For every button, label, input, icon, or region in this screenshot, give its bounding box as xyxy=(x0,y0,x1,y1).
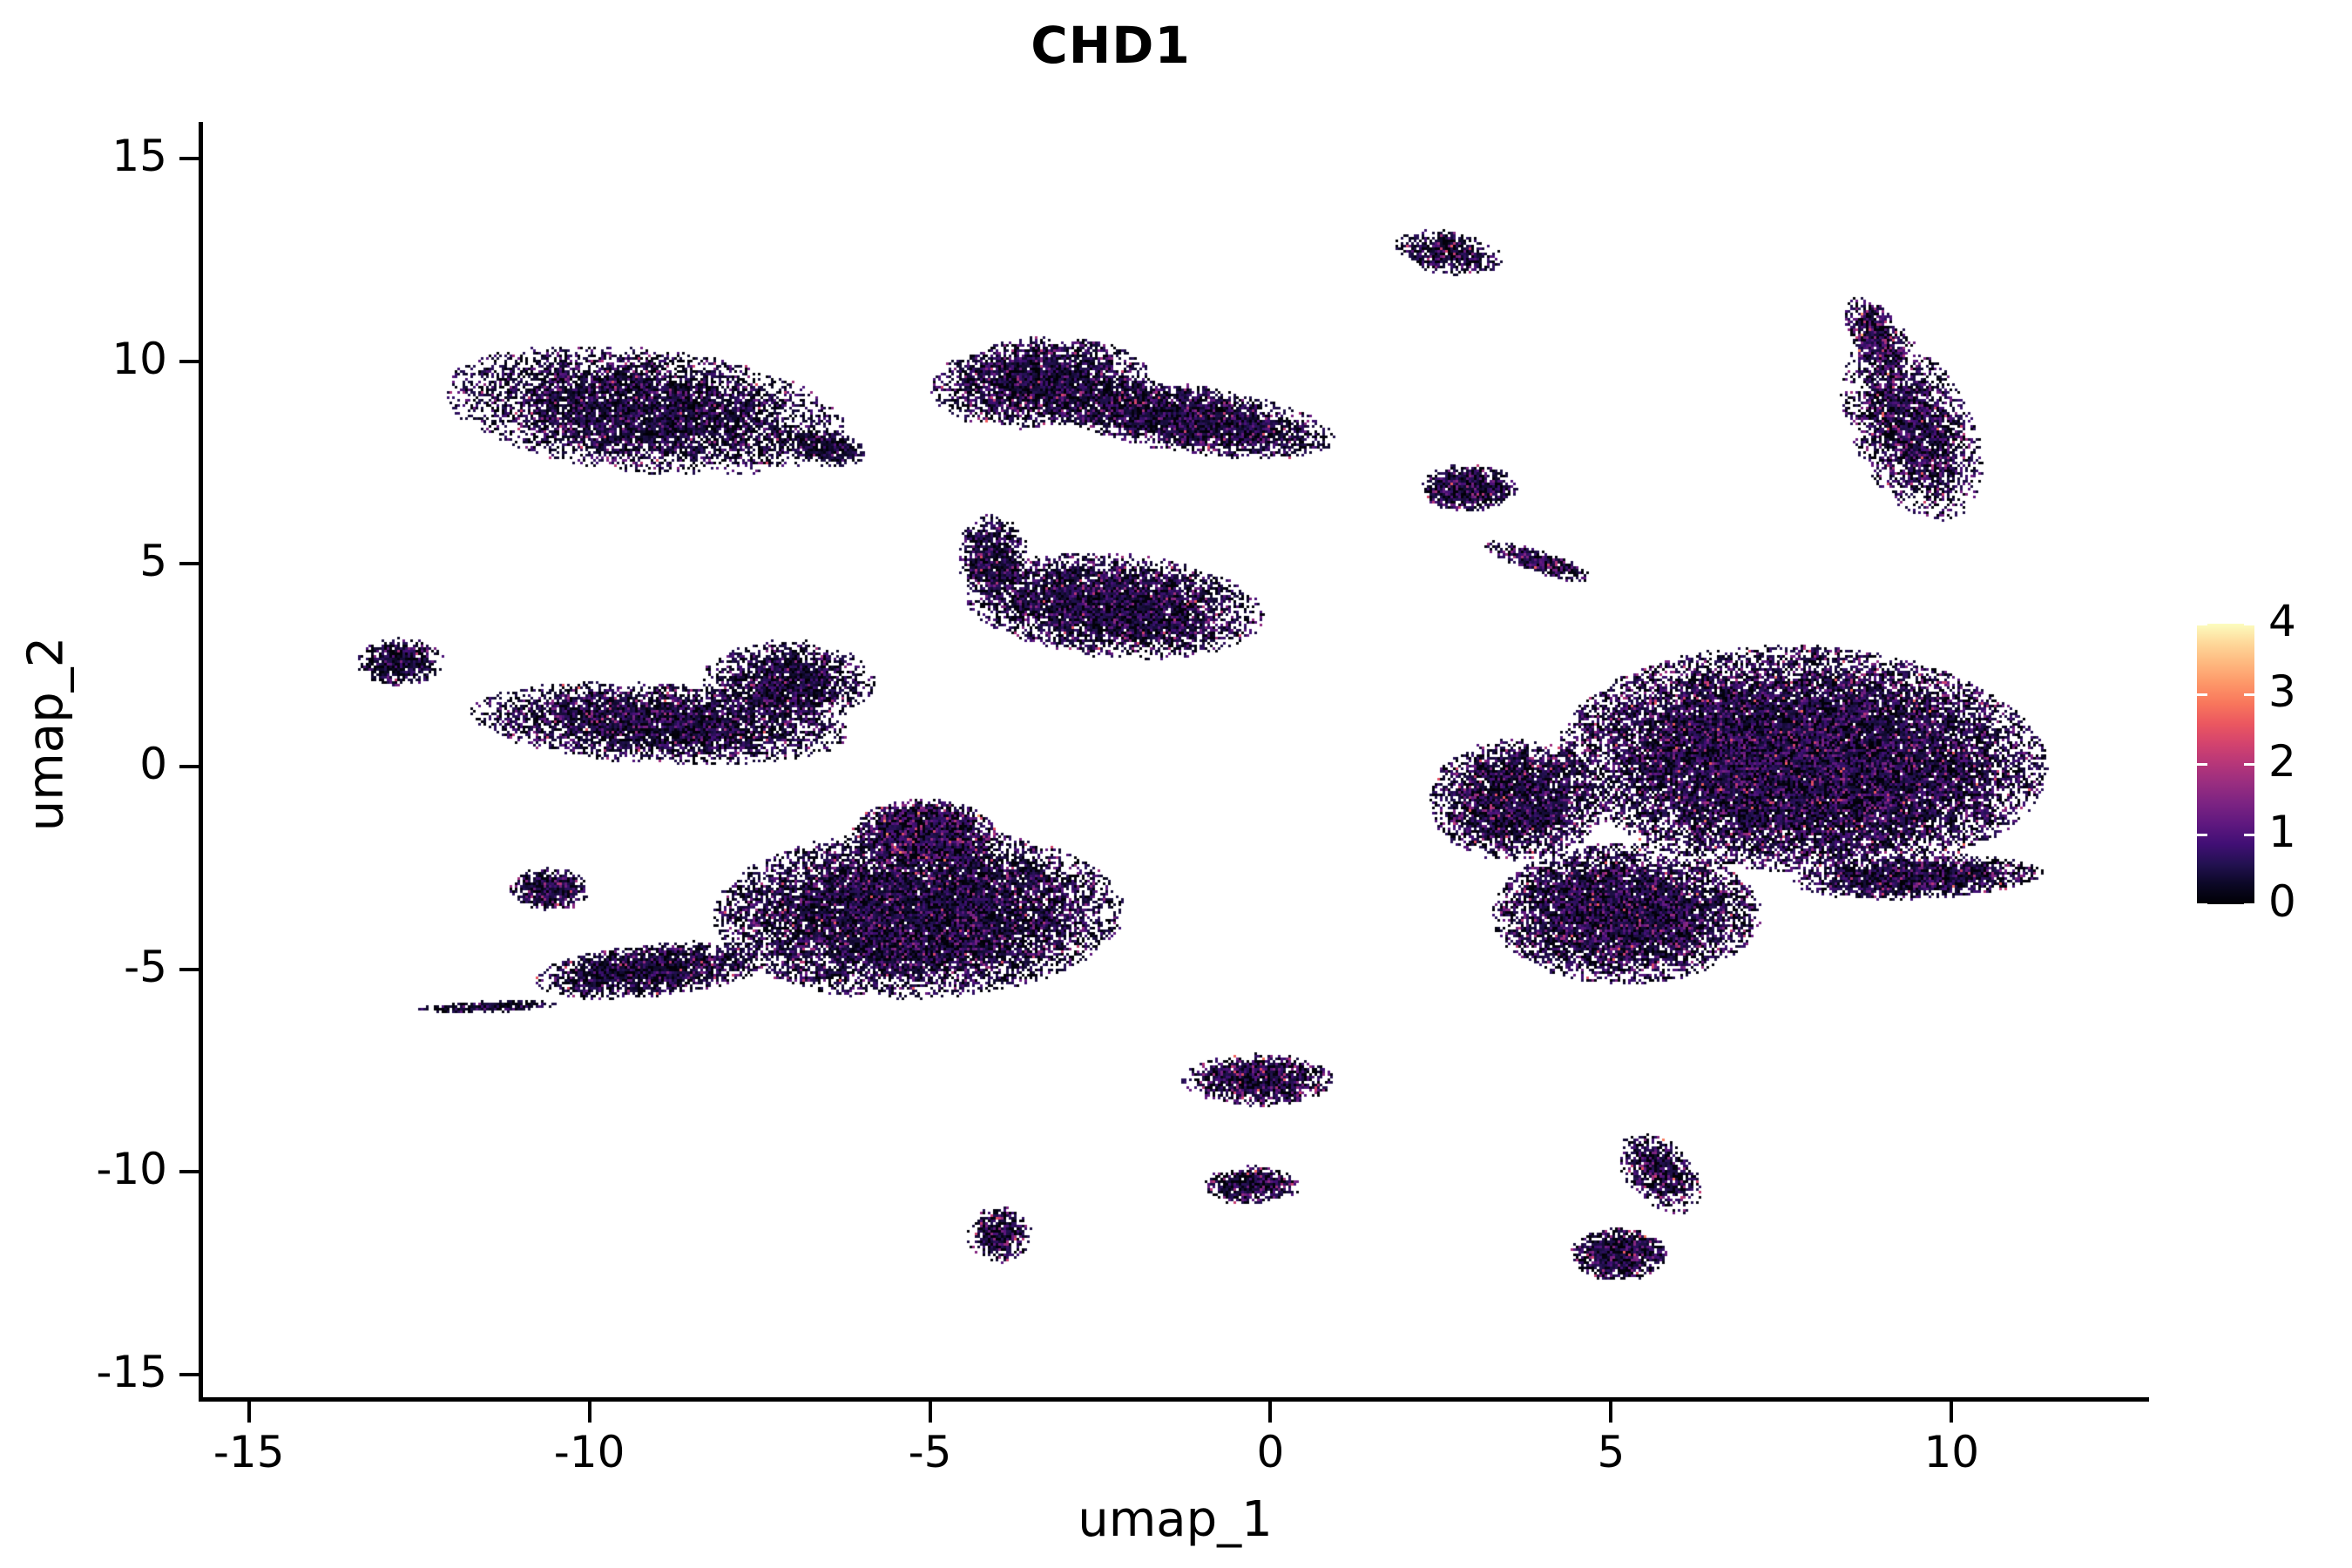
x-tick-label: 0 xyxy=(1256,1427,1285,1477)
colorbar-tick-mark xyxy=(2244,623,2254,625)
plot-area[interactable] xyxy=(201,122,2149,1399)
y-tick-mark xyxy=(179,1373,200,1377)
x-tick-mark xyxy=(247,1402,251,1423)
y-tick-label: -5 xyxy=(124,941,167,992)
y-tick-mark xyxy=(179,967,200,971)
x-tick-label: -5 xyxy=(908,1427,952,1477)
y-tick-label: 0 xyxy=(139,738,167,789)
colorbar-tick-label: 1 xyxy=(2268,806,2296,857)
x-tick-mark xyxy=(587,1402,591,1423)
y-tick-label: 10 xyxy=(112,333,167,384)
x-tick-label: 5 xyxy=(1597,1427,1625,1477)
y-tick-label: 15 xyxy=(112,130,167,181)
colorbar-tick-mark xyxy=(2197,693,2207,696)
x-tick-label: -15 xyxy=(213,1427,285,1477)
colorbar-tick-mark xyxy=(2244,903,2254,906)
page-title: CHD1 xyxy=(1031,16,1191,75)
colorbar-tick-mark xyxy=(2197,903,2207,906)
x-tick-label: 10 xyxy=(1923,1427,1980,1477)
colorbar-tick-mark xyxy=(2197,833,2207,836)
y-tick-label: -15 xyxy=(96,1347,167,1398)
x-tick-mark xyxy=(1268,1402,1273,1423)
y-tick-mark xyxy=(179,359,200,363)
x-tick-mark xyxy=(1950,1402,1954,1423)
x-tick-mark xyxy=(928,1402,932,1423)
colorbar-tick-label: 3 xyxy=(2268,666,2296,717)
colorbar-tick-label: 2 xyxy=(2268,736,2296,787)
colorbar-tick-label: 0 xyxy=(2268,876,2296,927)
umap-scatter-canvas[interactable] xyxy=(201,122,2149,1399)
y-tick-label: 5 xyxy=(139,536,167,587)
x-tick-mark xyxy=(1609,1402,1613,1423)
colorbar-tick-mark xyxy=(2197,623,2207,625)
x-axis-label: umap_1 xyxy=(1078,1491,1273,1548)
x-tick-label: -10 xyxy=(553,1427,625,1477)
colorbar-tick-mark xyxy=(2197,763,2207,766)
y-axis-label: umap_2 xyxy=(17,636,75,832)
y-tick-label: -10 xyxy=(96,1144,167,1195)
axis-spine-left xyxy=(199,122,203,1402)
y-tick-mark xyxy=(179,562,200,566)
y-tick-mark xyxy=(179,764,200,768)
y-tick-mark xyxy=(179,1170,200,1174)
colorbar-tick-label: 4 xyxy=(2268,596,2296,646)
y-tick-mark xyxy=(179,156,200,160)
colorbar-tick-mark xyxy=(2244,763,2254,766)
colorbar-tick-mark xyxy=(2244,693,2254,696)
colorbar-tick-mark xyxy=(2244,833,2254,836)
axis-spine-bottom xyxy=(199,1397,2149,1402)
